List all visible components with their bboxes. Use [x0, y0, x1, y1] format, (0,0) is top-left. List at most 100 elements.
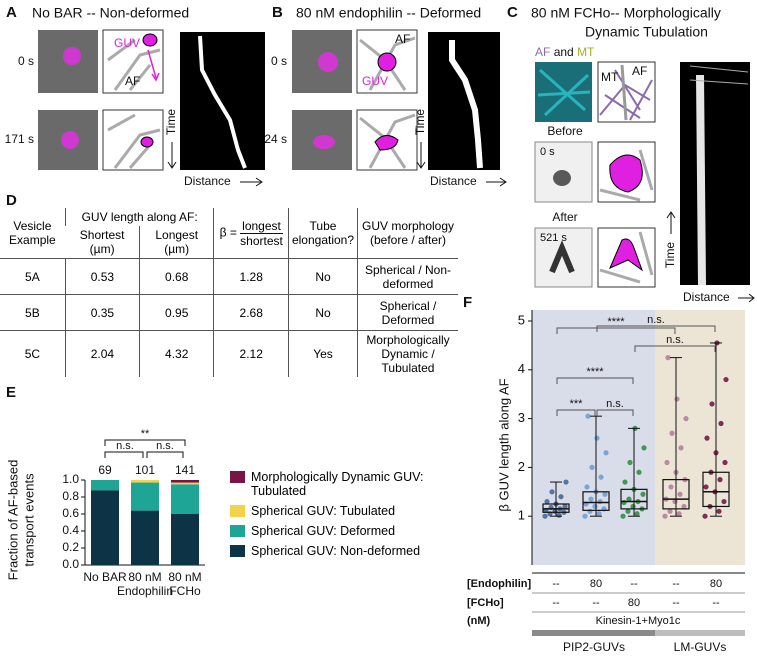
count-label: 69: [98, 463, 112, 477]
guv-signal: [61, 131, 79, 149]
data-point: [627, 459, 633, 466]
data-point: [542, 513, 548, 519]
data-point: [664, 459, 670, 466]
data-point: [592, 503, 598, 510]
header-cell: β = longest shortest: [213, 208, 289, 259]
filament: [107, 113, 161, 169]
data-point: [558, 494, 564, 500]
table-cell: 2.12: [213, 330, 289, 377]
condition-label: [FCHo]: [467, 597, 504, 609]
data-point: [723, 376, 729, 383]
arrow: [416, 142, 426, 169]
data-point: [620, 513, 626, 519]
data-point: [556, 512, 562, 518]
y-tick-label: 0.0: [62, 557, 79, 571]
y-tick-label: 0.4: [62, 523, 79, 537]
guv-signal: [553, 170, 571, 186]
condition-value: --: [712, 597, 720, 609]
y-tick-label: 3: [518, 410, 525, 425]
bar-segment: [171, 480, 199, 483]
background: [532, 310, 655, 565]
y-tick-label: 5: [518, 312, 525, 327]
legend-label: Spherical GUV: Non-deformed: [251, 544, 421, 558]
channel-and: and: [554, 45, 574, 59]
header-cell: GUV length along AF:: [64, 208, 214, 226]
data-point: [668, 484, 674, 490]
micrograph-texture: [537, 68, 591, 117]
guv-signal: [318, 52, 338, 72]
condition-value: --: [592, 597, 600, 609]
data-point: [718, 420, 724, 427]
y-tick-label: 1.0: [62, 472, 79, 486]
significance-label: n.s.: [156, 440, 174, 452]
panel-label: E: [6, 384, 16, 401]
table-cell: 5A: [0, 258, 66, 295]
data-point: [588, 496, 594, 502]
data-point: [677, 491, 683, 497]
data-point: [597, 498, 603, 505]
panel-title: 80 nM endophilin -- Deformed: [296, 5, 481, 21]
group-bar: [655, 630, 745, 636]
data-point: [544, 498, 550, 505]
legend-swatch: [230, 545, 245, 557]
table-cell: 5B: [0, 294, 66, 331]
data-point: [587, 508, 593, 514]
time-label: 0 s: [18, 54, 34, 68]
data-point: [584, 484, 590, 490]
y-tick-label: 0.8: [62, 489, 79, 503]
panel-label: B: [272, 4, 283, 21]
significance-bracket: [556, 377, 634, 384]
x-tick-label: No BAR: [83, 570, 127, 584]
legend-swatch: [230, 525, 245, 537]
table-cell: 0.68: [138, 258, 214, 295]
bar-segment: [91, 490, 119, 565]
significance-bracket: [596, 409, 634, 416]
table-cell: Spherical / Non-deformed: [357, 258, 458, 295]
panel-label: A: [6, 4, 17, 21]
panel-title: No BAR -- Non-deformed: [32, 5, 189, 21]
bar-segment: [131, 482, 159, 511]
af-filament: [599, 69, 653, 121]
table-cell: 0.95: [138, 294, 214, 331]
x-tick-label: FCHo: [169, 584, 201, 598]
table-cell: 2.68: [213, 294, 289, 331]
legend-label: Spherical GUV: Deformed: [251, 524, 396, 538]
kymo-trace: [198, 35, 247, 169]
header-cell: Tube elongation?: [287, 208, 358, 259]
guv-shape: [140, 136, 154, 148]
kymo-trace: [696, 74, 706, 286]
table-cell: 0.53: [64, 258, 140, 295]
kymo-trace: [449, 40, 483, 169]
box: [702, 471, 730, 508]
header-text: longest: [242, 218, 281, 233]
af-label: AF: [395, 32, 410, 46]
data-point: [621, 499, 627, 506]
guv-shape: [374, 135, 399, 151]
table-cell: Yes: [287, 330, 358, 377]
time-label: 0 s: [271, 54, 287, 68]
data-point: [626, 496, 632, 502]
header-text: shortest: [240, 232, 283, 248]
af-label: AF: [125, 74, 140, 88]
axis-label: Distance: [683, 290, 730, 304]
significance-bracket: [104, 439, 186, 446]
data-point: [602, 491, 608, 497]
group-label: LM-GUVs: [674, 640, 727, 654]
count-label: 141: [175, 463, 195, 477]
arrow: [240, 177, 263, 187]
condition-value: --: [552, 578, 560, 590]
group-bar: [532, 630, 655, 636]
data-point: [721, 498, 727, 505]
data-point: [563, 479, 569, 485]
data-point: [634, 511, 640, 517]
table-cell: 4.32: [138, 330, 214, 377]
y-axis-label: Fraction of AF-based: [5, 460, 20, 581]
guv-shape: [377, 52, 397, 72]
data-point: [704, 435, 710, 441]
header-cell: Shortest (µm): [79, 228, 125, 256]
table-row: 5C 2.04 4.32 2.12 Yes Morphologically Dynamic…: [0, 330, 458, 377]
bar-segment: [91, 480, 119, 491]
y-tick-label: 1: [518, 508, 525, 523]
data-point: [589, 464, 595, 470]
legend-item: Spherical GUV: Tubulated: [230, 504, 430, 518]
